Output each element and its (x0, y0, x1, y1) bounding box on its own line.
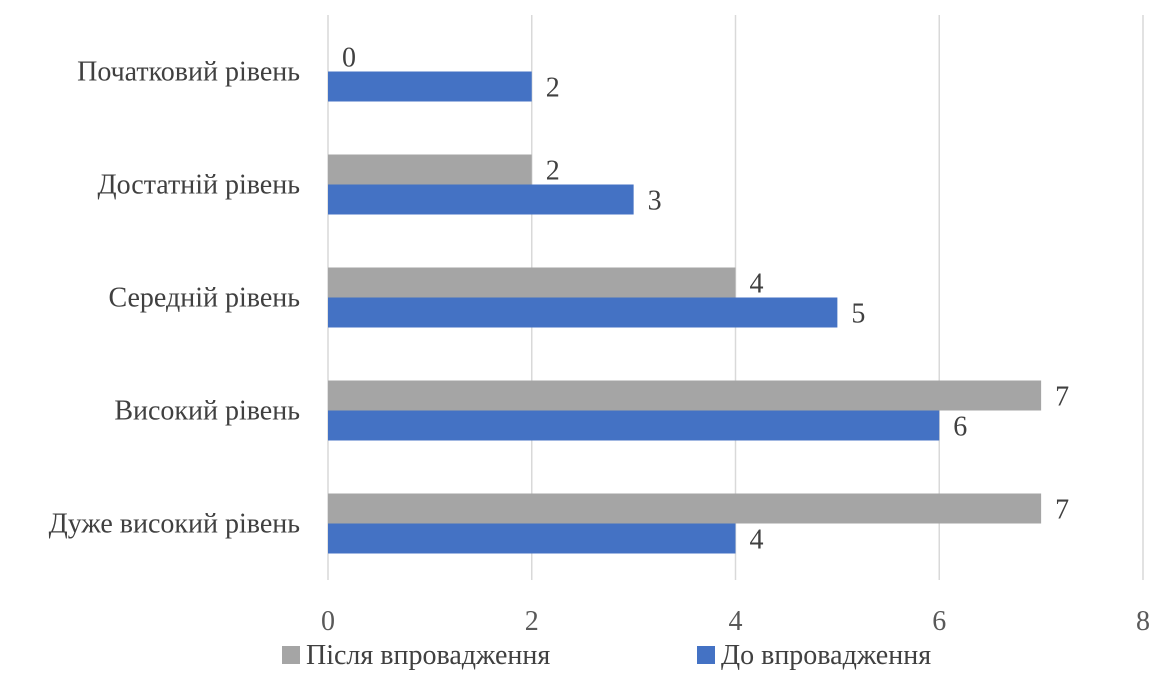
category-label-3: Високий рівень (114, 396, 300, 427)
bar-before-0 (328, 71, 532, 102)
data-label-after-4: 7 (1055, 495, 1069, 526)
x-axis-tick-labels: 0 2 4 6 8 (321, 606, 1150, 637)
data-label-before-2: 5 (851, 299, 865, 330)
data-label-after-3: 7 (1055, 382, 1069, 413)
bar-before-4 (328, 523, 736, 554)
data-label-after-0: 0 (342, 43, 356, 74)
legend-swatch-1 (697, 646, 715, 664)
bar-after-1 (328, 154, 532, 185)
bar-after-2 (328, 267, 736, 298)
bar-before-3 (328, 410, 940, 441)
legend-swatch-0 (282, 646, 300, 664)
data-label-before-3: 6 (953, 412, 967, 443)
legend-label-0: Після впровадження (306, 640, 550, 671)
category-labels: Початковий рівень Достатній рівень Середні… (49, 57, 300, 540)
bar-after-3 (328, 380, 1042, 411)
bar-before-2 (328, 297, 838, 328)
bars (328, 71, 1042, 554)
legend-label-1: До впровадження (721, 640, 931, 671)
data-labels: 0 2 2 3 4 5 7 6 7 4 (342, 43, 1069, 556)
x-tick-label-4: 8 (1136, 606, 1150, 637)
data-label-before-0: 2 (546, 73, 560, 104)
data-label-before-4: 4 (750, 525, 764, 556)
legend: Після впровадження До впровадження (282, 640, 931, 671)
x-tick-label-0: 0 (321, 606, 335, 637)
data-label-after-2: 4 (750, 269, 764, 300)
x-tick-label-2: 4 (729, 606, 743, 637)
category-label-1: Достатній рівень (97, 170, 300, 201)
category-label-0: Початковий рівень (77, 57, 300, 88)
category-label-4: Дуже високий рівень (49, 509, 300, 540)
data-label-before-1: 3 (648, 186, 662, 217)
x-tick-label-1: 2 (525, 606, 539, 637)
data-label-after-1: 2 (546, 156, 560, 187)
bar-after-4 (328, 493, 1042, 524)
x-tick-label-3: 6 (932, 606, 946, 637)
category-label-2: Середній рівень (108, 283, 300, 314)
bar-before-1 (328, 184, 634, 215)
